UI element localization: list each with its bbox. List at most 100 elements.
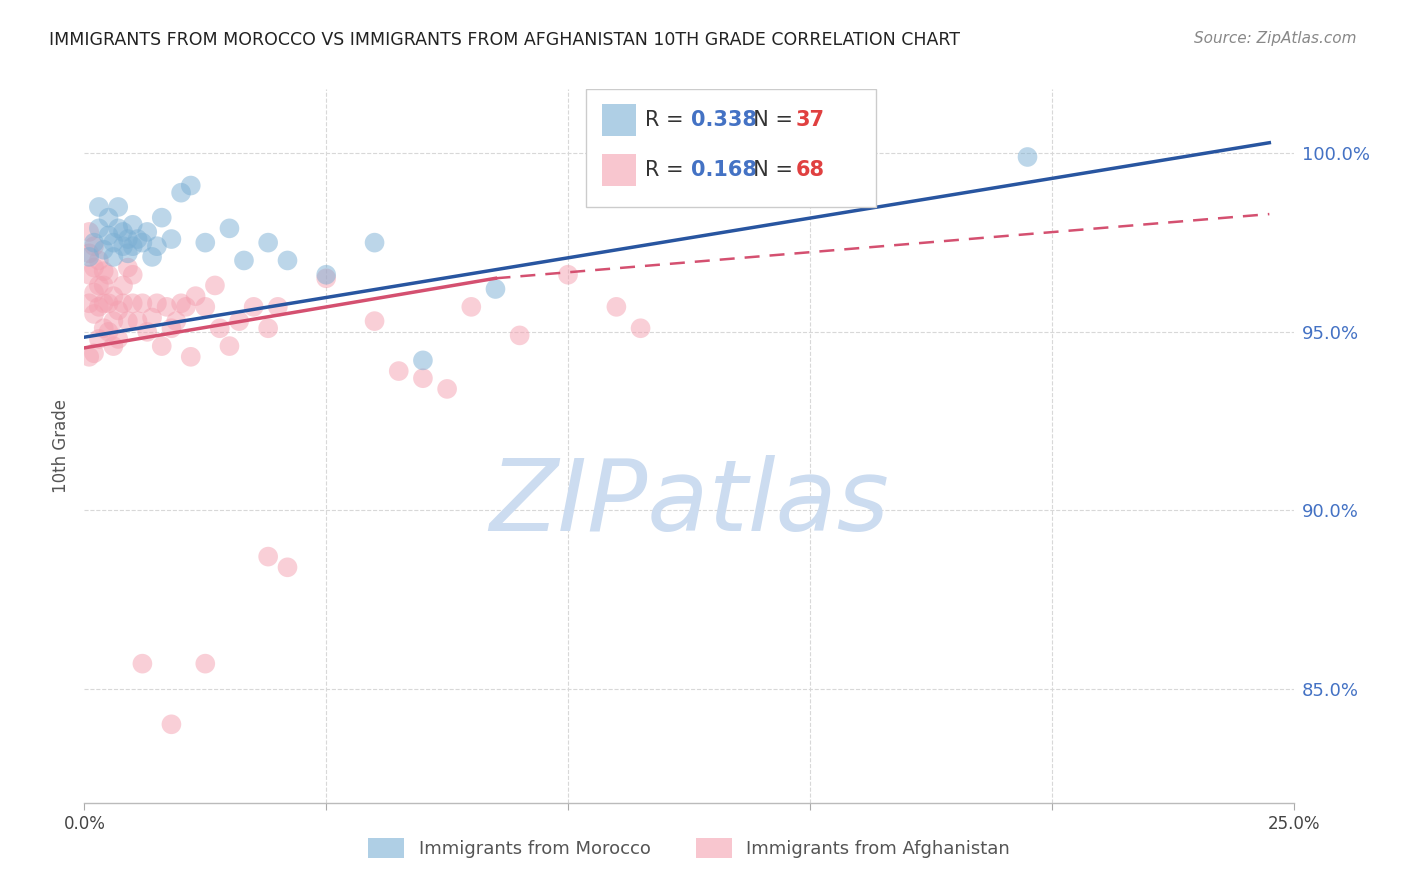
- Point: [257, 549, 280, 564]
- Point: [141, 310, 163, 325]
- Point: [233, 253, 256, 268]
- Point: [131, 296, 153, 310]
- Point: [97, 325, 120, 339]
- Point: [87, 332, 110, 346]
- Point: [412, 371, 434, 385]
- Point: [121, 296, 143, 310]
- Point: [131, 235, 153, 250]
- Text: 0.168: 0.168: [692, 160, 758, 180]
- Point: [77, 225, 100, 239]
- Point: [136, 225, 159, 239]
- Point: [103, 289, 125, 303]
- Point: [150, 339, 173, 353]
- Point: [180, 350, 202, 364]
- Point: [218, 221, 240, 235]
- Point: [170, 186, 193, 200]
- Point: [363, 314, 385, 328]
- Point: [160, 232, 183, 246]
- Point: [117, 260, 139, 275]
- Point: [388, 364, 411, 378]
- Point: [141, 250, 163, 264]
- Point: [77, 296, 100, 310]
- Point: [87, 200, 110, 214]
- Point: [103, 250, 125, 264]
- Point: [509, 328, 531, 343]
- Point: [557, 268, 579, 282]
- Point: [77, 250, 100, 264]
- Point: [117, 232, 139, 246]
- Point: [83, 285, 105, 300]
- Point: [194, 657, 217, 671]
- Point: [107, 221, 129, 235]
- Point: [83, 307, 105, 321]
- Point: [315, 271, 337, 285]
- FancyBboxPatch shape: [586, 89, 876, 207]
- Point: [1017, 150, 1039, 164]
- Point: [218, 339, 240, 353]
- Text: R =: R =: [645, 160, 690, 180]
- Point: [257, 235, 280, 250]
- Point: [184, 289, 207, 303]
- Point: [160, 717, 183, 731]
- Point: [87, 300, 110, 314]
- Point: [112, 225, 135, 239]
- Point: [257, 321, 280, 335]
- Legend: Immigrants from Morocco, Immigrants from Afghanistan: Immigrants from Morocco, Immigrants from…: [361, 830, 1017, 865]
- Text: Source: ZipAtlas.com: Source: ZipAtlas.com: [1194, 31, 1357, 46]
- Text: N =: N =: [740, 160, 800, 180]
- Point: [150, 211, 173, 225]
- Text: 0.338: 0.338: [692, 110, 758, 130]
- Point: [276, 253, 298, 268]
- Point: [136, 325, 159, 339]
- Text: ZIPatlas: ZIPatlas: [489, 455, 889, 551]
- Text: 37: 37: [796, 110, 824, 130]
- Point: [208, 321, 231, 335]
- Point: [112, 296, 135, 310]
- Point: [131, 657, 153, 671]
- Point: [97, 268, 120, 282]
- Point: [165, 314, 187, 328]
- Point: [127, 314, 149, 328]
- Point: [93, 278, 115, 293]
- Point: [121, 268, 143, 282]
- Point: [174, 300, 197, 314]
- Point: [315, 268, 337, 282]
- Point: [112, 278, 135, 293]
- Point: [605, 168, 627, 182]
- Point: [276, 560, 298, 574]
- Point: [97, 211, 120, 225]
- Point: [97, 228, 120, 243]
- Point: [484, 282, 506, 296]
- Point: [605, 300, 627, 314]
- Point: [112, 239, 135, 253]
- Point: [107, 332, 129, 346]
- Point: [267, 300, 290, 314]
- Point: [630, 321, 652, 335]
- Point: [146, 239, 169, 253]
- Point: [180, 178, 202, 193]
- Point: [103, 339, 125, 353]
- Point: [121, 218, 143, 232]
- Point: [77, 246, 100, 260]
- Point: [121, 239, 143, 253]
- Point: [242, 300, 264, 314]
- Point: [87, 221, 110, 235]
- Point: [93, 243, 115, 257]
- Text: R =: R =: [645, 110, 690, 130]
- Point: [117, 314, 139, 328]
- Text: IMMIGRANTS FROM MOROCCO VS IMMIGRANTS FROM AFGHANISTAN 10TH GRADE CORRELATION CH: IMMIGRANTS FROM MOROCCO VS IMMIGRANTS FR…: [49, 31, 960, 49]
- Point: [127, 232, 149, 246]
- Point: [93, 296, 115, 310]
- Point: [87, 253, 110, 268]
- Point: [160, 321, 183, 335]
- Point: [204, 278, 226, 293]
- Point: [146, 296, 169, 310]
- Point: [83, 260, 105, 275]
- Point: [155, 300, 177, 314]
- Point: [97, 296, 120, 310]
- Point: [107, 200, 129, 214]
- Point: [412, 353, 434, 368]
- Point: [194, 300, 217, 314]
- Point: [363, 235, 385, 250]
- Text: N =: N =: [740, 110, 800, 130]
